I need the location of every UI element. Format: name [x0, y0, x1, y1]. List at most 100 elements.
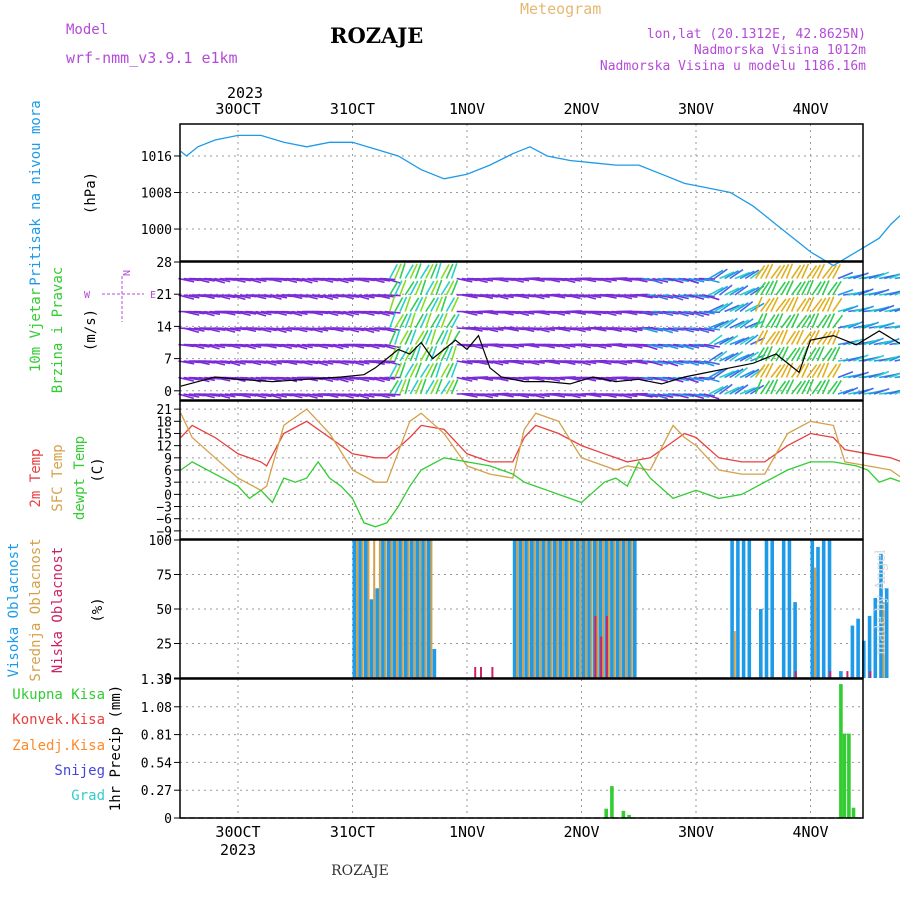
wind-arrow: [662, 343, 679, 350]
wind-arrow: [688, 343, 705, 348]
wind-arrow: [894, 325, 900, 329]
wind-arrow: [209, 327, 226, 331]
panel-frame: [179, 400, 864, 540]
wind-arrow: [399, 378, 407, 395]
wind-arrow: [683, 376, 699, 384]
cloud-bar: [585, 540, 587, 678]
wind-arrow: [616, 277, 633, 283]
bottom-day-label: 1NOV: [449, 823, 485, 841]
cloud-bar: [621, 540, 626, 678]
wind-arrow: [492, 360, 509, 365]
wind-arrow: [332, 376, 349, 383]
wind-arrow: [729, 303, 745, 313]
cloud-bar: [630, 540, 633, 678]
wind-arrow: [729, 286, 744, 296]
wind-arrow: [394, 263, 402, 279]
wind-arrow: [662, 393, 679, 397]
cloud-bar: [850, 625, 855, 678]
wind-arrow: [853, 354, 869, 362]
wind-arrow: [703, 294, 720, 301]
cloud-bar: [759, 609, 763, 678]
wind-arrow: [219, 393, 236, 398]
cloud-bar: [869, 671, 872, 678]
wind-arrow: [806, 265, 818, 279]
wind-arrow: [404, 281, 415, 296]
wind-arrow: [461, 277, 478, 282]
cloud-bar: [401, 540, 404, 678]
wind-arrow: [790, 281, 802, 296]
y-tick-label: 0.81: [141, 729, 172, 744]
cloud-bar: [491, 667, 494, 678]
wind-arrow: [760, 298, 771, 312]
wind-arrow: [894, 390, 900, 395]
wind-arrow: [580, 277, 597, 283]
wind-arrow: [425, 379, 435, 395]
wind-arrow: [724, 287, 740, 296]
wind-arrow: [652, 343, 669, 348]
wind-arrow: [765, 297, 775, 312]
lonlat-text: lon,lat (20.1312E, 42.8625N): [647, 27, 866, 42]
wind-arrow: [796, 264, 806, 279]
wind-arrow: [404, 363, 415, 378]
wind-arrow: [394, 379, 403, 395]
wind-arrow: [708, 269, 724, 280]
cloud-bar: [533, 540, 536, 678]
wind-arrow: [621, 294, 638, 298]
wind-arrow: [193, 360, 210, 366]
y-tick-label: 1.35: [141, 673, 172, 688]
wind-arrow: [260, 343, 277, 349]
cloud-bar: [856, 618, 860, 678]
wind-arrow: [224, 360, 241, 367]
wind-arrow: [394, 362, 403, 378]
wind-arrow: [198, 277, 216, 282]
wind-arrow: [780, 280, 790, 296]
wind-arrow: [291, 343, 308, 350]
wind-arrow: [250, 277, 267, 283]
wind-arrow: [569, 327, 586, 333]
y-tick-label: 9: [164, 452, 172, 467]
cloud-bar: [793, 602, 797, 678]
wind-arrow: [708, 321, 725, 329]
cloud-bar: [633, 540, 637, 678]
wind-arrow: [528, 277, 545, 283]
precip-legend: Ukupna Kisa Konvek.Kisa Zaledj.Kisa Snijeg G…: [12, 687, 105, 804]
wind-arrow: [889, 307, 900, 313]
wind-arrow: [713, 350, 728, 362]
y-tick-label: 28: [156, 256, 172, 271]
wind-arrow: [657, 310, 674, 317]
wind-arrow: [374, 393, 390, 399]
wind-arrow: [250, 310, 267, 317]
wind-arrow: [276, 310, 293, 315]
wind-arrow: [523, 343, 540, 349]
wind-arrow: [894, 308, 900, 313]
wind-arrow: [785, 347, 797, 362]
wind-arrow: [435, 279, 443, 296]
panel-ylabel: (hPa): [83, 172, 99, 214]
wind-arrow: [729, 320, 745, 329]
panel-ylabel: (C): [90, 457, 106, 482]
cloud-bar: [367, 540, 370, 678]
wind-arrow: [554, 310, 571, 315]
y-tick-label: 25: [156, 638, 172, 653]
wind-arrow: [214, 294, 231, 300]
wind-arrow: [409, 329, 417, 345]
legend-item: Konvek.Kisa: [12, 712, 105, 728]
wind-arrow: [384, 294, 401, 297]
wind-arrow: [806, 313, 816, 329]
wind-arrow: [873, 288, 890, 296]
wind-arrow: [477, 393, 494, 399]
wind-arrow: [796, 329, 805, 345]
panel-pressure: 1016 1008 1000 Pritisak na nivou mora (hPa): [28, 100, 900, 286]
wind-arrow: [790, 380, 803, 395]
wind-arrow: [611, 343, 628, 349]
wind-arrow: [826, 330, 836, 345]
wind-arrow: [806, 330, 816, 345]
wind-arrow: [384, 310, 401, 314]
station-title: ROZAJE: [330, 23, 423, 48]
wind-arrow: [832, 297, 843, 312]
wind-arrow: [466, 343, 483, 350]
cloud-bar: [764, 540, 769, 678]
wind-arrow: [894, 291, 900, 296]
wind-arrow: [229, 360, 246, 365]
wind-arrow: [760, 281, 771, 296]
